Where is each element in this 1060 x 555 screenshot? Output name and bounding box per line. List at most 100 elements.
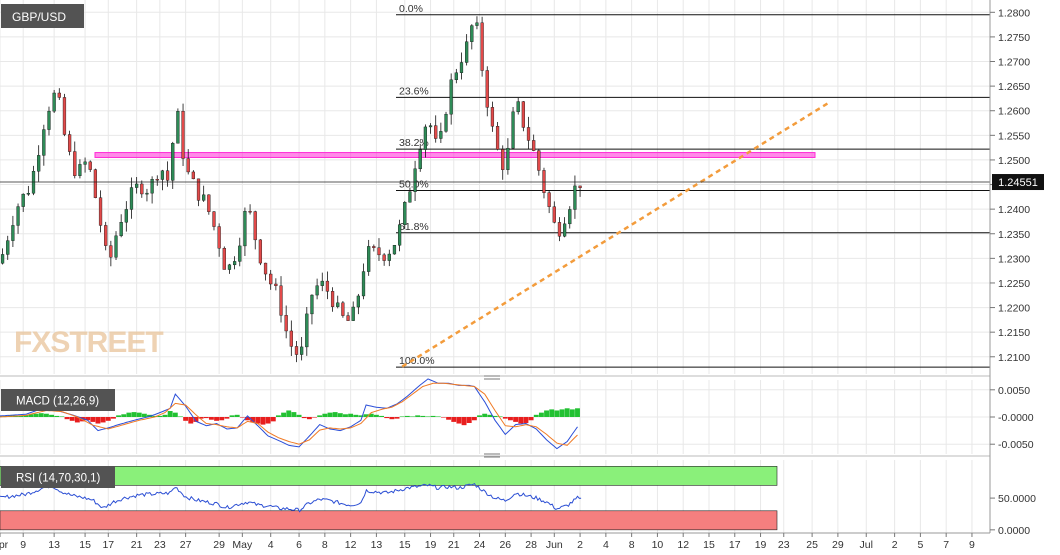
macd-histogram-bar xyxy=(446,417,452,420)
candle-body xyxy=(181,111,185,159)
macd-histogram-bar xyxy=(291,412,297,417)
x-tick-label: Apr xyxy=(0,539,9,551)
symbol-label[interactable]: GBP/USD xyxy=(1,4,84,28)
candle-body xyxy=(88,161,92,170)
candle-body xyxy=(160,170,165,180)
y-tick-label: 0.0050 xyxy=(998,385,1030,397)
candle-body xyxy=(521,101,525,128)
candle-body xyxy=(444,113,448,132)
macd-histogram-bar xyxy=(18,415,24,417)
macd-histogram-bar xyxy=(559,409,565,417)
candle-body xyxy=(428,125,433,128)
macd-histogram-bar xyxy=(322,413,328,417)
macd-histogram-bar xyxy=(95,417,101,424)
macd-histogram-bar xyxy=(234,414,240,417)
candle-body xyxy=(454,72,458,81)
macd-histogram-bar xyxy=(250,417,256,422)
candle-body xyxy=(6,240,10,255)
macd-histogram-bar xyxy=(116,415,122,417)
macd-histogram-bar xyxy=(466,417,472,423)
candle-body xyxy=(449,79,453,115)
x-tick-label: 5 xyxy=(917,539,923,551)
macd-histogram-bar xyxy=(74,417,80,423)
candle-body xyxy=(408,191,412,203)
macd-histogram-bar xyxy=(193,417,199,422)
y-tick-label: 0.0000 xyxy=(998,525,1030,537)
rsi-label[interactable]: RSI (14,70,30,1) xyxy=(1,466,115,488)
macd-histogram-bar xyxy=(435,416,441,417)
macd-histogram-bar xyxy=(260,417,266,425)
candle-body xyxy=(361,271,366,297)
macd-histogram-bar xyxy=(461,417,467,426)
macd-histogram-bar xyxy=(343,414,348,417)
macd-histogram-bar xyxy=(379,415,385,417)
macd-histogram-bar xyxy=(301,417,307,419)
x-tick-label: 24 xyxy=(474,539,486,551)
candle-body xyxy=(495,126,500,150)
candlestick-series xyxy=(0,16,582,363)
candle-body xyxy=(196,178,201,201)
y-tick-label: 1.2800 xyxy=(998,7,1030,19)
x-tick-label: Jul xyxy=(860,539,873,551)
y-tick-label: 1.2300 xyxy=(998,253,1030,265)
macd-histogram-bar xyxy=(265,417,271,424)
rsi-overbought-zone xyxy=(0,466,778,486)
macd-histogram-bar xyxy=(219,417,225,421)
pane-divider-macd[interactable] xyxy=(0,375,990,380)
candle-body xyxy=(222,248,226,270)
candle-body xyxy=(52,92,56,112)
macd-histogram-bar xyxy=(229,415,235,417)
candle-body xyxy=(397,224,402,246)
macd-label[interactable]: MACD (12,26,9) xyxy=(1,389,115,411)
macd-histogram-bar xyxy=(275,415,281,417)
macd-label-text: MACD (12,26,9) xyxy=(16,396,99,408)
macd-histogram-bar xyxy=(348,413,354,417)
macd-histogram-bar xyxy=(203,417,209,419)
candle-body xyxy=(506,147,510,170)
x-tick-label: 13 xyxy=(371,539,383,551)
candle-body xyxy=(423,126,428,150)
y-tick-label: 1.2750 xyxy=(998,32,1030,44)
macd-histogram-bar xyxy=(312,417,317,418)
macd-histogram-bar xyxy=(255,417,261,424)
candle-body xyxy=(78,164,82,176)
candle-body xyxy=(258,239,263,264)
x-tick-label: 23 xyxy=(154,539,166,551)
candle-body xyxy=(434,125,438,139)
macd-histogram-bar xyxy=(399,416,405,417)
x-tick-label: 19 xyxy=(755,539,767,551)
candle-body xyxy=(248,210,252,213)
fibonacci-levels: 0.0%23.6%38.2%50.0%61.8%100.0% xyxy=(396,3,990,368)
y-tick-label: 1.2700 xyxy=(998,57,1030,69)
candle-body xyxy=(294,346,299,355)
y-tick-label: 1.2650 xyxy=(998,81,1030,93)
macd-histogram-bar xyxy=(569,409,575,417)
y-tick-label: -0.0050 xyxy=(998,439,1034,451)
candle-body xyxy=(310,294,314,315)
fib-label: 0.0% xyxy=(399,3,423,15)
pane-divider-rsi[interactable] xyxy=(0,453,990,458)
macd-histogram-bar xyxy=(332,412,338,417)
candle-body xyxy=(470,25,474,42)
macd-histogram-bar xyxy=(456,417,462,424)
x-tick-label: 29 xyxy=(213,539,225,551)
ascending-trendline[interactable] xyxy=(401,100,831,368)
candle-body xyxy=(191,171,195,180)
macd-histogram-bar xyxy=(575,408,580,417)
candle-body xyxy=(284,315,288,332)
candle-body xyxy=(382,254,386,261)
candle-body xyxy=(263,262,268,275)
macd-histogram-bar xyxy=(43,413,49,417)
candle-body xyxy=(135,183,139,188)
macd-histogram-bar xyxy=(188,417,194,424)
macd-histogram-bar xyxy=(373,414,379,417)
candle-body xyxy=(243,210,247,247)
candle-body xyxy=(129,187,134,210)
candle-body xyxy=(377,247,381,256)
macd-histogram-bar xyxy=(141,413,147,417)
x-tick-label: 21 xyxy=(131,539,143,551)
candle-body xyxy=(516,101,520,113)
candle-body xyxy=(351,306,355,321)
fib-label: 38.2% xyxy=(399,137,429,149)
